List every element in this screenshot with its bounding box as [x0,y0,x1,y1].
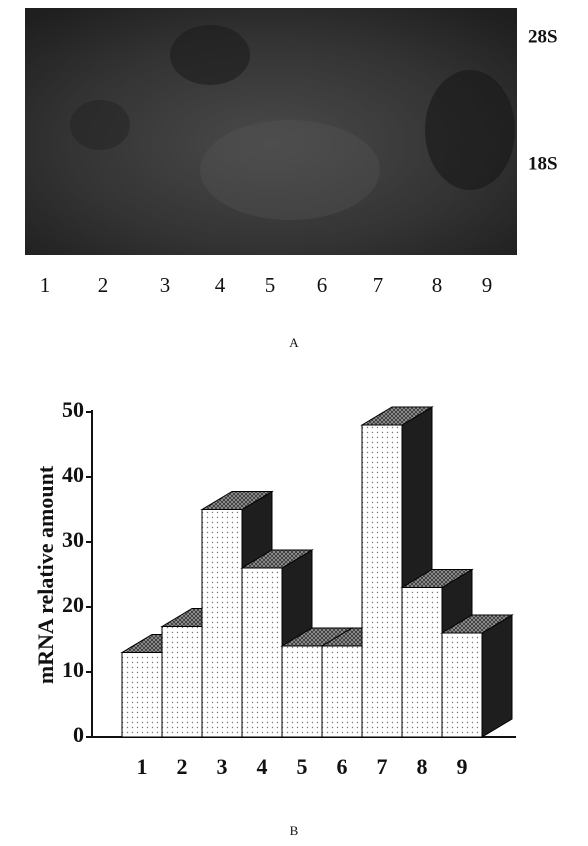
band-label: 28S [528,26,558,47]
gel-spot [170,25,250,85]
gel-spot [70,100,130,150]
lane-label: 3 [160,273,171,297]
y-tick-label: 30 [62,527,84,552]
bar [201,509,243,738]
bar [121,652,163,738]
x-tick-label: 8 [417,754,428,779]
lane-label: 2 [98,273,109,297]
bar [321,645,363,738]
bar [441,632,483,738]
panel-label: B [290,823,299,838]
lane-label: 7 [373,273,384,297]
y-tick-label: 50 [62,397,84,422]
x-tick-label: 4 [257,754,268,779]
bar [361,424,403,738]
x-tick-label: 3 [217,754,228,779]
panel-label: A [289,335,299,350]
y-tick-label: 10 [62,657,84,682]
bar [241,567,283,738]
bar [401,587,443,738]
gel-spot [200,120,380,220]
y-axis-label: mRNA relative amount [33,465,58,684]
lane-label: 1 [40,273,51,297]
lane-label: 6 [317,273,328,297]
x-tick-label: 2 [177,754,188,779]
x-tick-label: 9 [457,754,468,779]
lane-label: 8 [432,273,443,297]
lane-label: 4 [215,273,226,297]
y-tick-label: 20 [62,592,84,617]
y-tick-label: 0 [73,722,84,747]
x-tick-label: 6 [337,754,348,779]
x-tick-label: 1 [137,754,148,779]
lane-label: 5 [265,273,276,297]
lane-label: 9 [482,273,493,297]
band-label: 18S [528,153,558,174]
y-tick-label: 40 [62,462,84,487]
bar [281,645,323,738]
gel-spot [425,70,515,190]
x-tick-label: 5 [297,754,308,779]
x-tick-label: 7 [377,754,388,779]
bar-side [481,614,513,738]
bar [161,626,203,738]
